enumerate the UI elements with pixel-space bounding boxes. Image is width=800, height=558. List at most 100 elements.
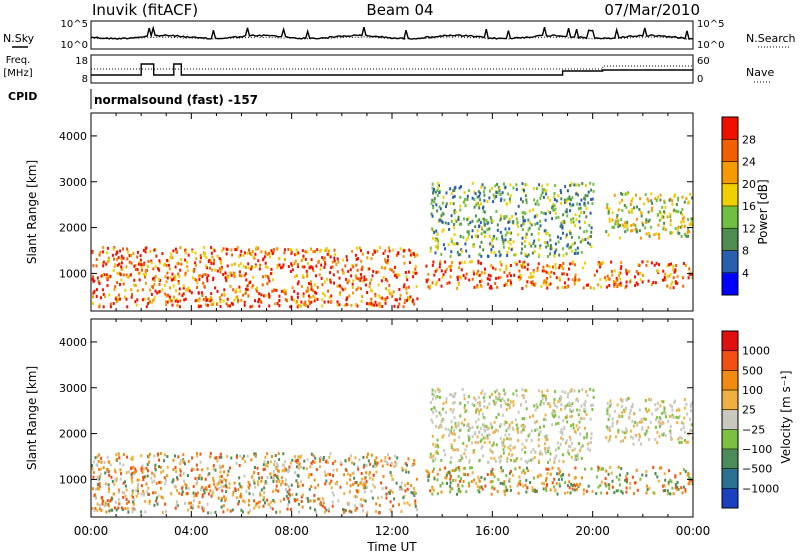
heatmap-cell [611, 225, 614, 229]
heatmap-cell [604, 482, 607, 486]
heatmap-cell [380, 495, 383, 499]
heatmap-cell [234, 248, 237, 252]
heatmap-cell [367, 251, 370, 255]
heatmap-cell [338, 303, 341, 307]
heatmap-cell [403, 301, 406, 305]
heatmap-cell [438, 278, 441, 282]
heatmap-cell [517, 439, 520, 443]
heatmap-cell [408, 248, 411, 252]
heatmap-cell [116, 258, 119, 261]
heatmap-cell [136, 255, 139, 259]
heatmap-cell [130, 457, 133, 461]
heatmap-cell [453, 211, 456, 215]
heatmap-cell [390, 474, 393, 477]
heatmap-cell [499, 253, 502, 257]
heatmap-cell [613, 269, 616, 273]
heatmap-cell [400, 487, 403, 491]
heatmap-cell [147, 469, 149, 473]
heatmap-cell [609, 404, 612, 408]
heatmap-cell [331, 491, 334, 495]
heatmap-cell [284, 298, 287, 302]
heatmap-cell [544, 241, 546, 245]
heatmap-cell [235, 455, 238, 459]
heatmap-cell [119, 477, 122, 481]
heatmap-cell [131, 455, 134, 459]
heatmap-cell [107, 256, 110, 260]
heatmap-cell [113, 506, 116, 510]
heatmap-cell [499, 217, 502, 221]
heatmap-cell [641, 427, 644, 431]
heatmap-cell [518, 260, 521, 264]
heatmap-cell [386, 462, 389, 466]
heatmap-cell [161, 511, 164, 515]
heatmap-cell [141, 470, 144, 474]
heatmap-cell [201, 468, 204, 472]
heatmap-cell [589, 448, 592, 452]
heatmap-cell [210, 296, 212, 300]
heatmap-cell [349, 268, 352, 272]
heatmap-cell [508, 197, 511, 201]
heatmap-cell [452, 395, 455, 399]
heatmap-cell [534, 450, 537, 454]
heatmap-cell [117, 293, 120, 297]
heatmap-cell [208, 485, 211, 488]
heatmap-cell [225, 252, 228, 256]
heatmap-cell [664, 206, 667, 209]
heatmap-cell [518, 475, 521, 479]
heatmap-cell [617, 224, 620, 228]
heatmap-cell [293, 262, 296, 266]
heatmap-cell [539, 450, 542, 454]
heatmap-cell [690, 221, 693, 225]
heatmap-cell [630, 405, 633, 409]
heatmap-cell [240, 495, 243, 499]
heatmap-cell [297, 303, 300, 307]
heatmap-cell [479, 198, 482, 202]
heatmap-cell [480, 202, 482, 206]
heatmap-cell [524, 183, 527, 187]
heatmap-cell [100, 274, 103, 278]
colorbar-tick-label: −25 [742, 423, 765, 436]
heatmap-cell [445, 205, 447, 209]
heatmap-cell [173, 484, 176, 488]
heatmap-cell [227, 304, 229, 308]
heatmap-cell [560, 403, 563, 407]
heatmap-cell [628, 411, 631, 415]
heatmap-cell [495, 416, 498, 419]
heatmap-cell [614, 280, 617, 284]
heatmap-cell [615, 221, 618, 225]
heatmap-cell [662, 484, 664, 488]
heatmap-cell [116, 263, 119, 267]
heatmap-cell [529, 458, 532, 462]
heatmap-cell [481, 412, 484, 416]
heatmap-cell [96, 276, 99, 280]
heatmap-cell [528, 242, 531, 246]
heatmap-cell [365, 278, 368, 281]
heatmap-cell [124, 484, 127, 488]
heatmap-cell [591, 202, 594, 205]
heatmap-cell [536, 266, 539, 270]
heatmap-cell [527, 253, 530, 257]
heatmap-cell [275, 510, 278, 514]
heatmap-cell [172, 458, 175, 462]
heatmap-cell [543, 188, 545, 192]
heatmap-cell [365, 471, 368, 475]
heatmap-cell [488, 440, 491, 444]
heatmap-cell [148, 460, 150, 464]
heatmap-cell [276, 265, 279, 269]
heatmap-cell [333, 256, 336, 260]
heatmap-cell [248, 492, 251, 496]
heatmap-cell [404, 468, 407, 472]
heatmap-cell [345, 255, 348, 259]
heatmap-cell [302, 292, 305, 296]
heatmap-cell [382, 475, 385, 478]
heatmap-cell [330, 266, 333, 270]
heatmap-cell [109, 463, 112, 467]
heatmap-cell [573, 252, 576, 255]
heatmap-cell [499, 214, 502, 218]
heatmap-cell [521, 188, 524, 191]
heatmap-cell [197, 476, 200, 480]
heatmap-cell [231, 493, 234, 497]
heatmap-cell [309, 280, 312, 284]
heatmap-cell [544, 418, 547, 422]
heatmap-cell [448, 472, 451, 476]
